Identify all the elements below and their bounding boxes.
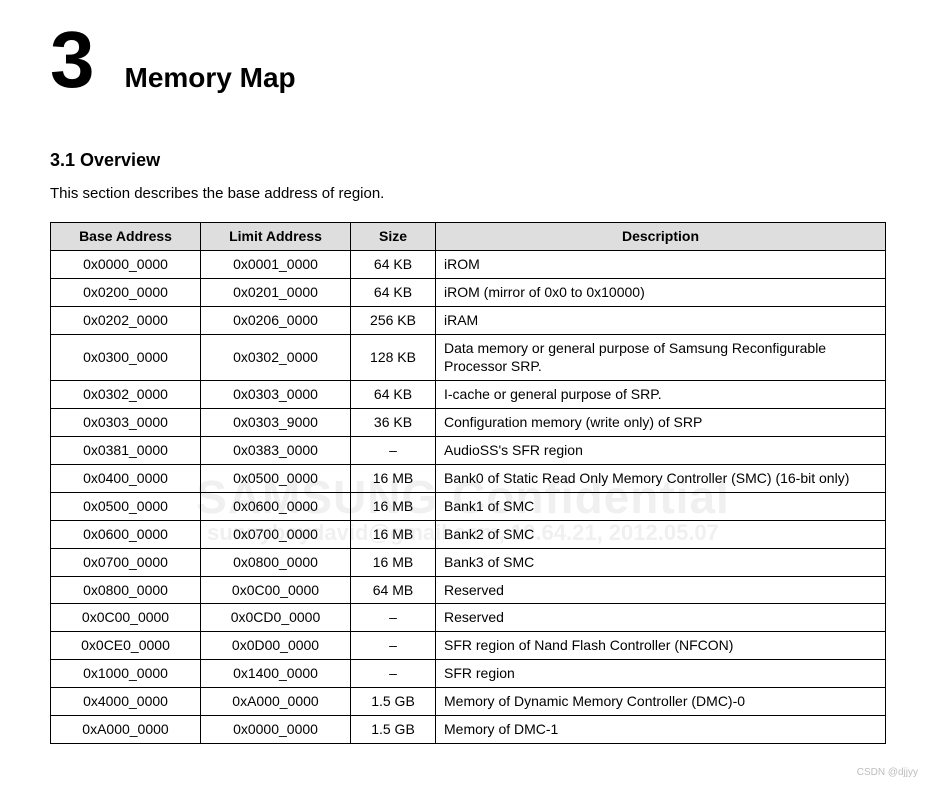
- cell-desc: SFR region of Nand Flash Controller (NFC…: [436, 632, 886, 660]
- table-row: 0xA000_00000x0000_00001.5 GBMemory of DM…: [51, 716, 886, 744]
- cell-size: 256 KB: [351, 306, 436, 334]
- table-row: 0x0400_00000x0500_000016 MBBank0 of Stat…: [51, 465, 886, 493]
- cell-size: –: [351, 660, 436, 688]
- cell-desc: iROM: [436, 250, 886, 278]
- cell-base: 0x0303_0000: [51, 409, 201, 437]
- table-row: 0x0300_00000x0302_0000128 KBData memory …: [51, 334, 886, 381]
- chapter-title: Memory Map: [125, 62, 296, 94]
- cell-size: 64 KB: [351, 278, 436, 306]
- cell-size: 16 MB: [351, 548, 436, 576]
- cell-desc: Memory of DMC-1: [436, 716, 886, 744]
- cell-size: –: [351, 632, 436, 660]
- cell-base: 0x0800_0000: [51, 576, 201, 604]
- col-header-limit: Limit Address: [201, 223, 351, 251]
- cell-limit: 0xA000_0000: [201, 688, 351, 716]
- table-row: 0x0CE0_00000x0D00_0000–SFR region of Nan…: [51, 632, 886, 660]
- table-row: 0x4000_00000xA000_00001.5 GBMemory of Dy…: [51, 688, 886, 716]
- cell-limit: 0x0001_0000: [201, 250, 351, 278]
- cell-limit: 0x0383_0000: [201, 437, 351, 465]
- cell-limit: 0x0C00_0000: [201, 576, 351, 604]
- section-heading: 3.1 Overview: [50, 150, 886, 171]
- cell-desc: Bank2 of SMC: [436, 520, 886, 548]
- cell-base: 0x0000_0000: [51, 250, 201, 278]
- cell-base: 0x0300_0000: [51, 334, 201, 381]
- cell-desc: Bank0 of Static Read Only Memory Control…: [436, 465, 886, 493]
- cell-desc: I-cache or general purpose of SRP.: [436, 381, 886, 409]
- col-header-base: Base Address: [51, 223, 201, 251]
- cell-desc: iRAM: [436, 306, 886, 334]
- cell-base: 0x0500_0000: [51, 492, 201, 520]
- table-row: 0x0C00_00000x0CD0_0000–Reserved: [51, 604, 886, 632]
- cell-limit: 0x0800_0000: [201, 548, 351, 576]
- section-intro: This section describes the base address …: [50, 185, 886, 202]
- cell-limit: 0x0302_0000: [201, 334, 351, 381]
- cell-size: 16 MB: [351, 520, 436, 548]
- table-row: 0x0700_00000x0800_000016 MBBank3 of SMC: [51, 548, 886, 576]
- cell-base: 0x0200_0000: [51, 278, 201, 306]
- cell-limit: 0x0303_9000: [201, 409, 351, 437]
- table-row: 0x1000_00000x1400_0000–SFR region: [51, 660, 886, 688]
- cell-desc: Memory of Dynamic Memory Controller (DMC…: [436, 688, 886, 716]
- col-header-desc: Description: [436, 223, 886, 251]
- cell-size: 36 KB: [351, 409, 436, 437]
- memory-map-table: Base Address Limit Address Size Descript…: [50, 222, 886, 744]
- table-row: 0x0500_00000x0600_000016 MBBank1 of SMC: [51, 492, 886, 520]
- cell-limit: 0x0CD0_0000: [201, 604, 351, 632]
- table-row: 0x0000_00000x0001_000064 KBiROM: [51, 250, 886, 278]
- table-row: 0x0303_00000x0303_900036 KBConfiguration…: [51, 409, 886, 437]
- cell-base: 0x0302_0000: [51, 381, 201, 409]
- cell-size: 64 MB: [351, 576, 436, 604]
- table-row: 0x0381_00000x0383_0000–AudioSS's SFR reg…: [51, 437, 886, 465]
- cell-base: 0x1000_0000: [51, 660, 201, 688]
- cell-base: 0x0CE0_0000: [51, 632, 201, 660]
- footer-credit: CSDN @djjyy: [857, 767, 918, 778]
- cell-desc: AudioSS's SFR region: [436, 437, 886, 465]
- cell-size: –: [351, 604, 436, 632]
- cell-size: –: [351, 437, 436, 465]
- table-row: 0x0202_00000x0206_0000256 KBiRAM: [51, 306, 886, 334]
- chapter-header: 3 Memory Map: [50, 20, 886, 100]
- cell-limit: 0x0303_0000: [201, 381, 351, 409]
- cell-desc: Configuration memory (write only) of SRP: [436, 409, 886, 437]
- col-header-size: Size: [351, 223, 436, 251]
- table-row: 0x0200_00000x0201_000064 KBiROM (mirror …: [51, 278, 886, 306]
- cell-limit: 0x0600_0000: [201, 492, 351, 520]
- cell-desc: Data memory or general purpose of Samsun…: [436, 334, 886, 381]
- cell-size: 128 KB: [351, 334, 436, 381]
- cell-size: 64 KB: [351, 381, 436, 409]
- cell-desc: Reserved: [436, 576, 886, 604]
- cell-limit: 0x0000_0000: [201, 716, 351, 744]
- cell-limit: 0x1400_0000: [201, 660, 351, 688]
- cell-base: 0x4000_0000: [51, 688, 201, 716]
- cell-limit: 0x0700_0000: [201, 520, 351, 548]
- cell-base: 0x0600_0000: [51, 520, 201, 548]
- cell-desc: Bank3 of SMC: [436, 548, 886, 576]
- table-row: 0x0600_00000x0700_000016 MBBank2 of SMC: [51, 520, 886, 548]
- cell-size: 1.5 GB: [351, 688, 436, 716]
- cell-desc: iROM (mirror of 0x0 to 0x10000): [436, 278, 886, 306]
- cell-desc: Bank1 of SMC: [436, 492, 886, 520]
- chapter-number: 3: [50, 20, 95, 100]
- cell-base: 0x0202_0000: [51, 306, 201, 334]
- cell-limit: 0x0201_0000: [201, 278, 351, 306]
- cell-limit: 0x0500_0000: [201, 465, 351, 493]
- cell-base: 0xA000_0000: [51, 716, 201, 744]
- table-row: 0x0302_00000x0303_000064 KBI-cache or ge…: [51, 381, 886, 409]
- cell-desc: SFR region: [436, 660, 886, 688]
- cell-size: 64 KB: [351, 250, 436, 278]
- cell-limit: 0x0206_0000: [201, 306, 351, 334]
- cell-base: 0x0381_0000: [51, 437, 201, 465]
- table-header-row: Base Address Limit Address Size Descript…: [51, 223, 886, 251]
- cell-base: 0x0400_0000: [51, 465, 201, 493]
- cell-desc: Reserved: [436, 604, 886, 632]
- cell-limit: 0x0D00_0000: [201, 632, 351, 660]
- cell-base: 0x0700_0000: [51, 548, 201, 576]
- table-row: 0x0800_00000x0C00_000064 MBReserved: [51, 576, 886, 604]
- cell-size: 1.5 GB: [351, 716, 436, 744]
- cell-size: 16 MB: [351, 465, 436, 493]
- cell-size: 16 MB: [351, 492, 436, 520]
- cell-base: 0x0C00_0000: [51, 604, 201, 632]
